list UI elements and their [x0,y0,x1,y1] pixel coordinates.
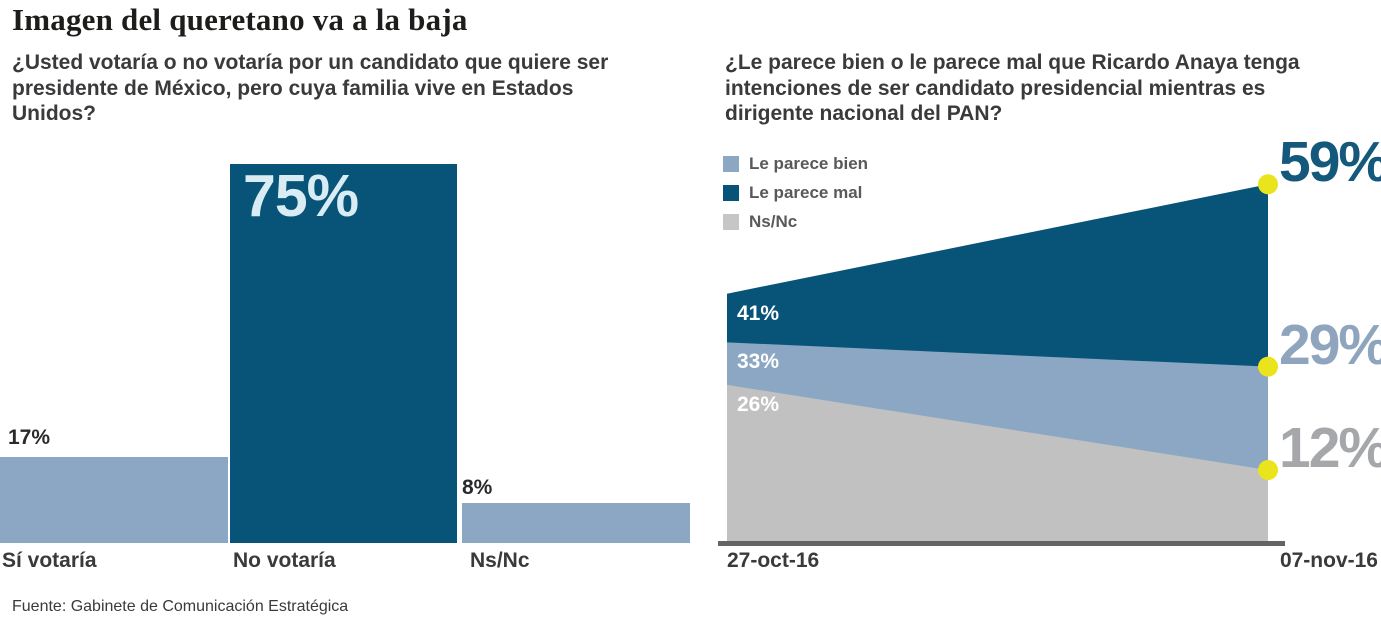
start-value-nsnc: 26% [737,393,780,416]
x-tick-end: 07-nov-16 [1279,549,1378,572]
legend-swatch-nsnc-icon [723,214,739,230]
category-label-no-votaria: No votaría [233,549,336,572]
end-value-mal: 59% [1279,130,1381,194]
bar-value-si-votaria: 17% [8,426,51,449]
left-chart-question: ¿Usted votaría o no votaría por un candi… [12,51,609,126]
legend-label-mal: Le parece mal [749,183,863,202]
page-title: Imagen del queretano va a la baja [12,2,468,37]
legend: Le parece bien Le parece mal Ns/Nc [723,154,869,243]
legend-label-bien: Le parece bien [749,154,869,173]
end-value-bien: 29% [1279,313,1381,377]
legend-swatch-mal-icon [723,185,739,201]
legend-item-bien: Le parece bien [723,154,869,173]
bar-value-nsnc: 8% [462,476,493,499]
category-label-nsnc: Ns/Nc [470,549,530,572]
bar-nsnc [462,503,690,543]
legend-label-nsnc: Ns/Nc [749,212,798,231]
end-value-nsnc: 12% [1279,416,1381,480]
start-value-bien: 33% [737,350,780,373]
x-axis-line [718,541,1285,546]
right-chart-question: ¿Le parece bien o le parece mal que Rica… [725,51,1300,126]
area-chart-svg [727,174,1278,543]
area-nsnc [727,384,1268,543]
endpoint-marker-bien-icon [1258,356,1278,377]
bar-chart: 17% 75% 8% [0,0,690,543]
endpoint-marker-mal-icon [1258,174,1278,195]
start-value-mal: 41% [737,302,780,325]
legend-swatch-bien-icon [723,156,739,172]
bar-si-votaria [0,457,228,543]
legend-item-mal: Le parece mal [723,183,868,202]
legend-item-nsnc: Ns/Nc [723,212,868,231]
endpoint-marker-nsnc-icon [1258,460,1278,481]
category-label-si-votaria: Sí votaría [2,549,97,572]
source-note: Fuente: Gabinete de Comunicación Estraté… [12,598,349,615]
bar-value-no-votaria: 75% [243,163,359,229]
x-tick-start: 27-oct-16 [727,549,820,572]
area-chart: 41% 33% 26% 59% 29% 12% [727,134,1381,590]
bar-no-votaria [230,164,457,543]
